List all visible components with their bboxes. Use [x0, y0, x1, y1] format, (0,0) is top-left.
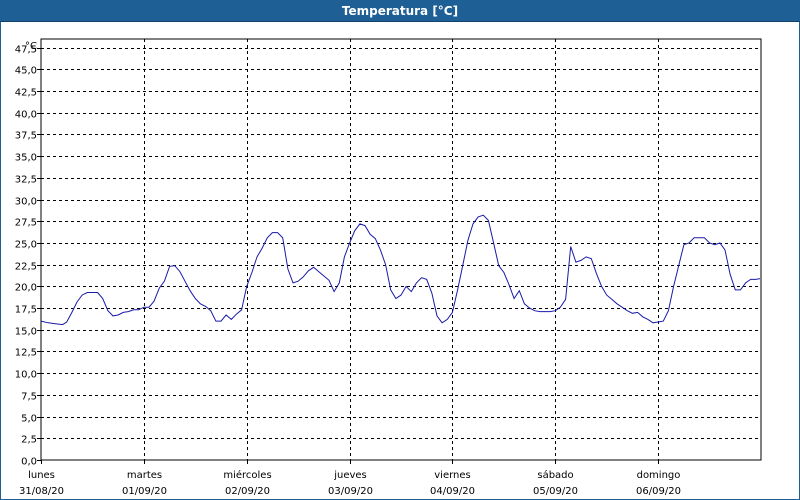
y-tick-label: 5,0 — [21, 414, 37, 425]
y-tick-label: 40,0 — [15, 110, 37, 121]
y-tick-label: 0,0 — [21, 457, 37, 468]
day-name-label: lunes — [28, 470, 55, 481]
y-tick-label: 20,0 — [15, 283, 37, 294]
y-tick-label: 30,0 — [15, 197, 37, 208]
day-date-label: 01/09/20 — [122, 486, 167, 497]
y-tick-label: 37,5 — [15, 131, 37, 142]
day-date-label: 31/08/20 — [19, 486, 64, 497]
y-tick-label: 2,5 — [21, 435, 37, 446]
y-tick-label: 32,5 — [15, 175, 37, 186]
y-tick-label: 27,5 — [15, 218, 37, 229]
day-date-label: 05/09/20 — [533, 486, 578, 497]
day-name-label: martes — [127, 470, 162, 481]
day-date-label: 03/09/20 — [328, 486, 373, 497]
day-name-label: sábado — [537, 469, 573, 481]
y-tick-label: 15,0 — [15, 327, 37, 338]
y-tick-label: 17,5 — [15, 305, 37, 316]
y-tick-label: 42,5 — [15, 88, 37, 99]
y-tick-label: 12,5 — [15, 348, 37, 359]
day-name-label: miércoles — [223, 469, 271, 481]
y-tick-label: 25,0 — [15, 240, 37, 251]
y-tick-label: 22,5 — [15, 262, 37, 273]
plot-area — [40, 38, 762, 461]
chart-title: Temperatura [°C] — [341, 3, 459, 18]
y-tick-label: 45,0 — [15, 66, 37, 77]
day-date-label: 06/09/20 — [636, 486, 681, 497]
y-tick-label: 7,5 — [21, 392, 37, 403]
day-date-label: 04/09/20 — [430, 486, 475, 497]
y-tick-label: 10,0 — [15, 370, 37, 381]
day-name-label: jueves — [333, 470, 367, 481]
y-tick-label: 35,0 — [15, 153, 37, 164]
day-name-label: domingo — [637, 470, 681, 481]
day-name-label: viernes — [434, 470, 470, 481]
title-bar: Temperatura [°C] — [0, 0, 800, 22]
temperature-series-line — [40, 214, 761, 326]
y-tick-label: 47,5 — [15, 45, 37, 56]
y-axis-unit: °C — [25, 41, 37, 52]
day-date-label: 02/09/20 — [225, 486, 270, 497]
